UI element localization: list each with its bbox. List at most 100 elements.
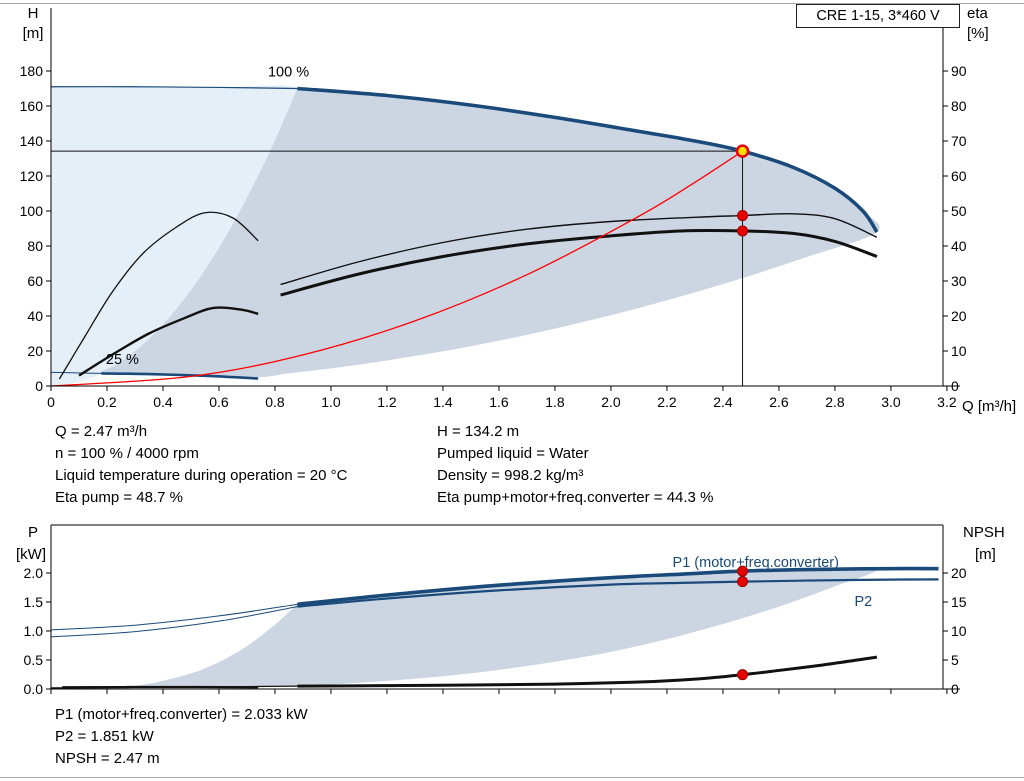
x-tick-label: 2.2 [657, 394, 677, 410]
eta-total-25-curve [78, 306, 259, 377]
y-right-tick-label: 30 [951, 273, 967, 289]
curve-label: 100 % [268, 64, 309, 80]
y-right-axis-title: eta [967, 5, 989, 22]
power-npsh-chart: 0.0 0.5 1.0 1.5 2.0 0 5 10 15 20 P [kW] NPSH [m] P1 (m… [16, 524, 1005, 697]
duty-point [735, 144, 750, 158]
x-tick-label: 0.6 [209, 394, 229, 410]
y-left-tick-label: 0.5 [24, 652, 44, 668]
y-right-tick-label: 70 [951, 133, 967, 149]
qh-eta-chart: 0 0.2 0.4 0.6 0.8 1.0 1.2 1.4 1.6 1.8 2.0 2.2 2.4 2.6… [20, 5, 1017, 415]
y-left-tick-label: 20 [27, 343, 43, 359]
y-right-tick-label: 80 [951, 98, 967, 114]
info-npsh: NPSH = 2.47 m [55, 750, 160, 767]
y-left-axis-title: [m] [23, 25, 44, 42]
info-head: H = 134.2 m [437, 423, 520, 440]
curve-label: P2 [855, 594, 873, 610]
qh-100-curve [297, 86, 879, 233]
y-right-axis-title: NPSH [963, 524, 1005, 541]
y-left-tick-label: 60 [27, 273, 43, 289]
info-pumped-liquid: Pumped liquid = Water [437, 445, 589, 462]
y-right-tick-label: 15 [951, 594, 967, 610]
x-tick-label: 1.8 [545, 394, 565, 410]
info-flow: Q = 2.47 m³/h [55, 423, 148, 440]
y-right-axis-title: [%] [967, 25, 989, 42]
y-left-tick-label: 2.0 [24, 565, 44, 581]
pump-model-box: CRE 1-15, 3*460 V [796, 4, 960, 28]
p1-point [737, 565, 749, 577]
p1-25-precurve [50, 603, 298, 631]
operating-data-left-column: Q = 2.47 m³/h n = 100 % / 4000 rpm Liqui… [55, 421, 347, 509]
x-tick-label: 2.0 [601, 394, 621, 410]
y-right-tick-label: 50 [951, 203, 967, 219]
y-left-tick-label: 1.0 [24, 623, 44, 639]
p2-25-precurve [50, 606, 298, 638]
x-tick-label: 0 [47, 394, 55, 410]
info-eta-total: Eta pump+motor+freq.converter = 44.3 % [437, 489, 714, 506]
p2-point [737, 576, 749, 588]
page-bottom-rule [0, 777, 1024, 778]
x-tick-label: 3.0 [881, 394, 901, 410]
power-data-block: P1 (motor+freq.converter) = 2.033 kW P2 … [55, 704, 308, 770]
npsh-point [737, 669, 749, 681]
x-tick-label: 0.8 [265, 394, 285, 410]
eta-pump-point [737, 210, 749, 222]
npsh-curve [297, 655, 878, 688]
system-curve [50, 150, 743, 387]
x-tick-label: 0.4 [153, 394, 173, 410]
x-tick-label: 1.0 [321, 394, 341, 410]
x-tick-label: 0.2 [97, 394, 117, 410]
qh-25-curve [101, 372, 259, 380]
y-left-tick-label: 80 [27, 238, 43, 254]
page-top-rule [0, 3, 1024, 4]
full-range-region [51, 85, 301, 386]
y-left-tick-label: 180 [20, 63, 44, 79]
y-left-tick-label: 160 [20, 98, 44, 114]
y-left-tick-label: 0 [35, 378, 43, 394]
x-tick-label: 2.8 [825, 394, 845, 410]
x-axis-title: Q [m³/h] [962, 398, 1016, 415]
info-p2: P2 = 1.851 kW [55, 728, 154, 745]
y-right-axis-title: [m] [975, 546, 996, 563]
x-tick-label: 1.4 [433, 394, 453, 410]
y-left-axis-title: H [28, 5, 39, 22]
y-left-tick-label: 100 [20, 203, 44, 219]
y-left-axis-title: [kW] [16, 546, 46, 563]
x-tick-label: 1.2 [377, 394, 397, 410]
pump-model-label: CRE 1-15, 3*460 V [816, 8, 940, 24]
y-left-tick-label: 120 [20, 168, 44, 184]
x-tick-label: 2.4 [713, 394, 733, 410]
curve-label: 25 % [106, 352, 139, 368]
info-speed: n = 100 % / 4000 rpm [55, 445, 199, 462]
y-right-tick-label: 40 [951, 238, 967, 254]
y-right-tick-label: 90 [951, 63, 967, 79]
y-right-tick-label: 60 [951, 168, 967, 184]
x-tick-label: 1.6 [489, 394, 509, 410]
qh-100-precurve [50, 86, 298, 90]
y-right-tick-label: 20 [951, 565, 967, 581]
y-right-tick-label: 5 [951, 652, 959, 668]
eta-total-point [737, 225, 749, 237]
y-left-axis-title: P [28, 524, 38, 541]
y-right-tick-label: 10 [951, 623, 967, 639]
eta-pump-25-curve [58, 211, 259, 380]
y-left-tick-label: 40 [27, 308, 43, 324]
operating-data-right-column: H = 134.2 m Pumped liquid = Water Densit… [437, 421, 713, 509]
y-left-tick-label: 1.5 [24, 594, 44, 610]
eta-pump-100-curve [280, 212, 878, 286]
eta-total-100-curve [280, 228, 878, 297]
y-left-tick-label: 140 [20, 133, 44, 149]
info-eta-pump: Eta pump = 48.7 % [55, 489, 183, 506]
x-tick-label: 3.2 [937, 394, 957, 410]
info-liquid-temperature: Liquid temperature during operation = 20… [55, 467, 348, 484]
y-right-tick-label: 0 [951, 681, 959, 697]
y-right-tick-label: 10 [951, 343, 967, 359]
x-tick-label: 2.6 [769, 394, 789, 410]
qh-25-precurve [50, 371, 102, 374]
info-p1: P1 (motor+freq.converter) = 2.033 kW [55, 706, 308, 723]
y-left-tick-label: 0.0 [24, 681, 44, 697]
speed-envelope-region [100, 88, 880, 378]
p1-curve [297, 566, 939, 607]
power-envelope-region [112, 567, 878, 689]
